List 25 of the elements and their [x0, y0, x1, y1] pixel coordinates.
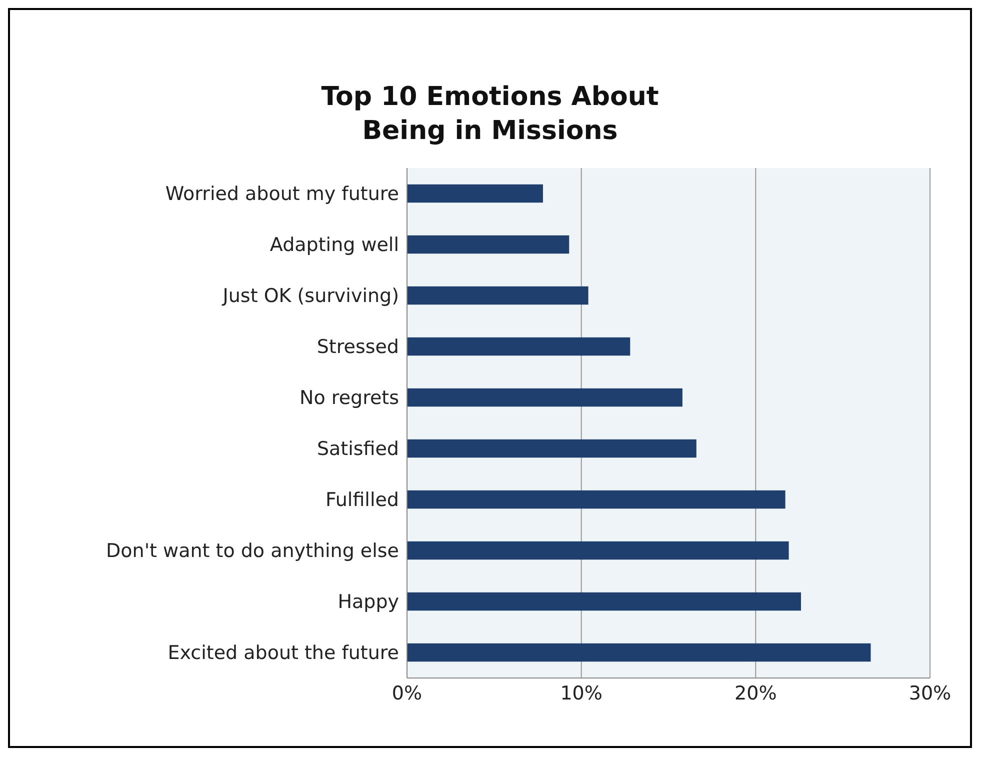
x-tick-label: 20% [734, 682, 777, 704]
bar [407, 592, 801, 611]
y-tick-label: Worried about my future [165, 183, 399, 206]
bar [407, 541, 789, 560]
y-tick-label: Excited about the future [168, 642, 399, 664]
bar [407, 490, 786, 509]
bar [407, 439, 696, 458]
bar [407, 643, 871, 662]
y-tick-label: Don't want to do anything else [106, 540, 399, 562]
y-tick-label: Adapting well [270, 234, 399, 256]
y-tick-label: Satisfied [316, 438, 399, 460]
y-tick-label: No regrets [300, 387, 399, 410]
y-tick-label: Stressed [316, 336, 399, 358]
y-tick-label: Happy [338, 591, 399, 614]
y-tick-label: Just OK (surviving) [222, 285, 399, 308]
x-tick-label: 30% [908, 682, 952, 704]
bar [407, 184, 543, 203]
bar [407, 286, 588, 305]
y-tick-label: Fulfilled [326, 489, 399, 512]
bar [407, 235, 570, 254]
chart-title: Top 10 Emotions About Being in Missions [320, 81, 660, 148]
bar [407, 337, 630, 356]
bar [407, 388, 682, 407]
x-tick-label: 0% [392, 682, 422, 704]
x-tick-label: 10% [560, 682, 602, 704]
